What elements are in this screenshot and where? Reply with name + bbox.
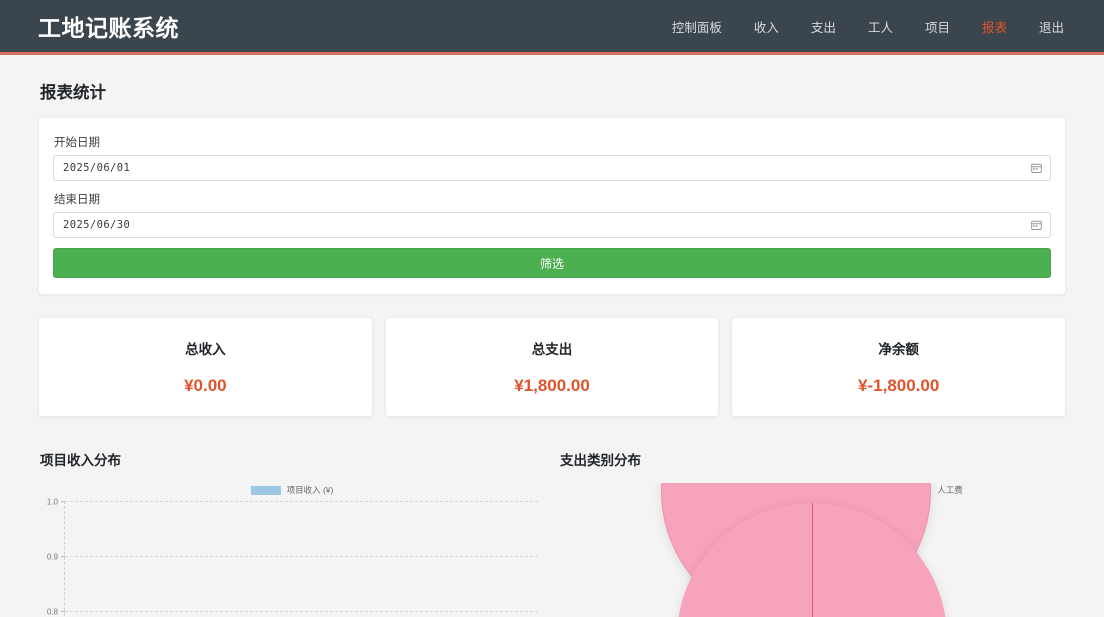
stat-value: ¥1,800.00 [514, 376, 590, 395]
page-body: 报表统计 开始日期 结束日期 筛选 总收入 [0, 55, 1104, 617]
expense-chart-legend: 人工费 [558, 483, 1066, 617]
nav-item-dashboard[interactable]: 控制面板 [671, 20, 722, 35]
expense-chart-title: 支出类别分布 [560, 453, 641, 468]
nav-item-workers[interactable]: 工人 [867, 20, 893, 35]
end-date-input[interactable] [53, 212, 1051, 238]
end-date-label: 结束日期 [54, 194, 100, 206]
stat-card-total-income: 总收入 ¥0.00 [38, 317, 373, 417]
stat-label: 总支出 [531, 342, 573, 357]
stat-card-net-balance: 净余额 ¥-1,800.00 [731, 317, 1067, 417]
start-date-input[interactable] [53, 155, 1051, 181]
tick-mark [61, 611, 65, 612]
legend-label: 项目收入 (¥) [286, 485, 334, 495]
y-tick-label: 0.9 [46, 552, 58, 562]
expense-chart-block: 支出类别分布 人工费 [558, 449, 1066, 617]
income-chart-legend: 项目收入 (¥) [38, 483, 546, 497]
summary-cards: 总收入 ¥0.00 总支出 ¥1,800.00 净余额 ¥-1,800.00 [38, 317, 1067, 417]
start-date-label: 开始日期 [54, 137, 100, 149]
pie-slice-divider [812, 503, 813, 617]
stat-label: 净余额 [878, 342, 919, 357]
income-bar-chart: 项目收入 (¥) 1.0 0.9 0.8 [38, 483, 546, 617]
page-title: 报表统计 [40, 84, 106, 102]
income-chart-plot: 1.0 0.9 0.8 [47, 498, 538, 617]
filter-submit-button[interactable]: 筛选 [53, 248, 1051, 278]
y-tick-label: 1.0 [46, 497, 58, 507]
legend-label: 人工费 [937, 485, 963, 495]
tick-mark [61, 556, 65, 557]
y-tick-label: 0.8 [46, 607, 58, 617]
gridline: 0.8 [47, 608, 538, 617]
tick-mark [61, 501, 65, 502]
income-chart-block: 项目收入分布 项目收入 (¥) 1.0 0.9 [38, 449, 546, 617]
nav-item-expense[interactable]: 支出 [810, 20, 836, 35]
nav-item-income[interactable]: 收入 [753, 20, 779, 35]
pie-slice-labor[interactable] [677, 503, 947, 617]
pie-wrap [558, 501, 1066, 617]
gridline: 0.9 [47, 553, 538, 562]
income-chart-title: 项目收入分布 [40, 453, 121, 468]
legend-swatch-icon [250, 485, 281, 495]
start-date-field-wrap [53, 155, 1051, 181]
nav-item-logout[interactable]: 退出 [1038, 20, 1064, 35]
nav-item-reports[interactable]: 报表 [981, 20, 1007, 35]
stat-value: ¥0.00 [184, 376, 227, 395]
end-date-field-wrap [53, 212, 1051, 238]
filter-panel: 开始日期 结束日期 筛选 [38, 117, 1066, 295]
main-nav: 控制面板 收入 支出 工人 项目 报表 退出 [656, 11, 1080, 42]
charts-section: 项目收入分布 项目收入 (¥) 1.0 0.9 [38, 449, 1066, 617]
gridline: 1.0 [47, 498, 538, 507]
stat-card-total-expense: 总支出 ¥1,800.00 [384, 317, 720, 417]
top-navbar: 工地记账系统 控制面板 收入 支出 工人 项目 报表 退出 [0, 0, 1104, 55]
app-brand[interactable]: 工地记账系统 [38, 15, 179, 41]
nav-item-projects[interactable]: 项目 [924, 20, 950, 35]
expense-pie-chart: 人工费 [558, 483, 1066, 617]
stat-label: 总收入 [185, 342, 226, 357]
stat-value: ¥-1,800.00 [858, 376, 940, 395]
